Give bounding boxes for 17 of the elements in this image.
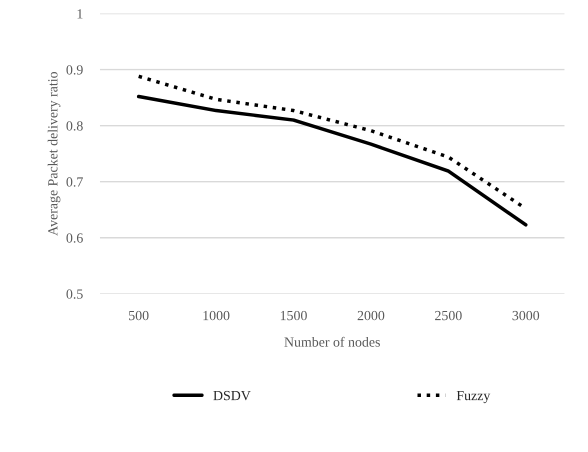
y-tick-label: 0.5 <box>66 289 83 299</box>
x-tick-label: 3000 <box>512 310 540 320</box>
line-series <box>136 94 528 227</box>
y-tick-label: 0.7 <box>66 177 83 187</box>
x-tick-label: 1500 <box>280 310 307 320</box>
y-tick-label: 1 <box>78 9 82 18</box>
x-tick-label: 500 <box>129 310 149 320</box>
y-tick-label: 0.6 <box>66 233 83 243</box>
x-tick-label: 2000 <box>358 310 384 320</box>
x-tick-label: 1000 <box>203 310 230 320</box>
y-tick-label: 0.8 <box>66 121 83 131</box>
y-tick-label: 0.9 <box>66 65 83 75</box>
legend-label: DSDV <box>213 390 251 400</box>
y-axis-title: Average Packet delivery ratio <box>48 72 60 236</box>
legend-label: Fuzzy <box>456 391 490 404</box>
x-axis-title: Number of nodes <box>284 336 380 347</box>
x-tick-label: 2500 <box>435 310 462 320</box>
